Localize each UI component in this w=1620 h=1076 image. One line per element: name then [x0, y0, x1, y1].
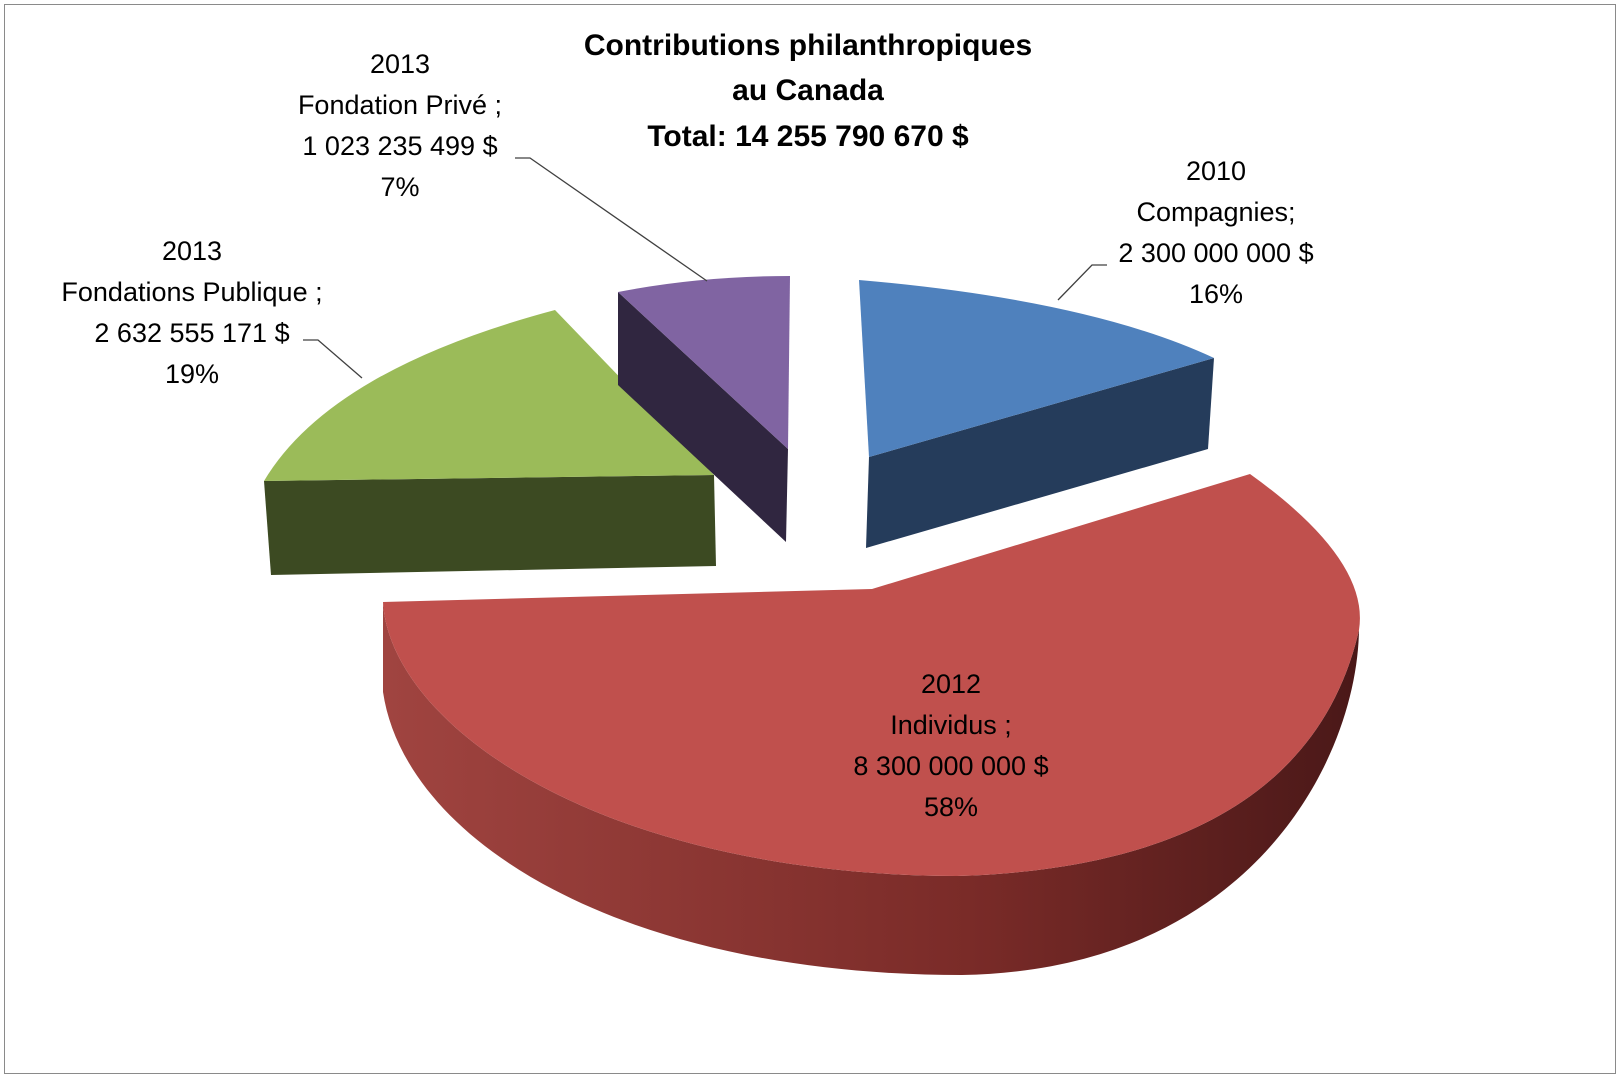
- data-label-compagnies: 2010 Compagnies; 2 300 000 000 $ 16%: [1118, 156, 1313, 309]
- label-name-individus: Individus ;: [890, 710, 1012, 740]
- label-percent-fondations-publique: 19%: [165, 359, 219, 389]
- label-amount-individus: 8 300 000 000 $: [853, 751, 1048, 781]
- data-label-fondations-publique: 2013 Fondations Publique ; 2 632 555 171…: [61, 236, 322, 389]
- label-percent-compagnies: 16%: [1189, 279, 1243, 309]
- label-name-fondations-publique: Fondations Publique ;: [61, 277, 322, 307]
- label-amount-fondation-prive: 1 023 235 499 $: [302, 131, 497, 161]
- label-year-individus: 2012: [921, 669, 981, 699]
- leader-line-fondations-publique: [303, 339, 363, 379]
- slice-side-compagnies: [866, 358, 1214, 548]
- pie-slice-compagnies: [859, 280, 1214, 548]
- chart-title-line-1: Contributions philanthropiques: [584, 29, 1032, 62]
- label-name-fondation-prive: Fondation Privé ;: [298, 90, 502, 120]
- label-amount-compagnies: 2 300 000 000 $: [1118, 238, 1313, 268]
- slice-side-fondations-publique: [264, 475, 716, 575]
- label-name-compagnies: Compagnies;: [1136, 197, 1295, 227]
- label-year-compagnies: 2010: [1186, 156, 1246, 186]
- label-year-fondations-publique: 2013: [162, 236, 222, 266]
- label-amount-fondations-publique: 2 632 555 171 $: [94, 318, 289, 348]
- slice-side-fondation-prive: [618, 292, 788, 542]
- pie-slice-individus: [383, 474, 1360, 975]
- slice-top-fondations-publique: [264, 310, 714, 481]
- slice-top-fondation-prive: [618, 276, 790, 449]
- slice-side-individus: [383, 602, 1359, 975]
- leader-line-fondation-prive: [515, 157, 708, 282]
- label-percent-individus: 58%: [924, 792, 978, 822]
- pie-slice-fondations-publique: [264, 310, 716, 575]
- pie-slice-fondation-prive: [618, 276, 790, 542]
- label-percent-fondation-prive: 7%: [380, 172, 419, 202]
- label-year-fondation-prive: 2013: [370, 49, 430, 79]
- leader-line-compagnies: [1057, 264, 1107, 301]
- chart-title-line-3: Total: 14 255 790 670 $: [647, 120, 969, 153]
- chart-title-line-2: au Canada: [732, 74, 884, 107]
- slice-top-compagnies: [859, 280, 1214, 457]
- slice-top-individus: [383, 474, 1360, 876]
- data-label-individus: 2012 Individus ; 8 300 000 000 $ 58%: [853, 669, 1048, 822]
- data-label-fondation-prive: 2013 Fondation Privé ; 1 023 235 499 $ 7…: [298, 49, 502, 202]
